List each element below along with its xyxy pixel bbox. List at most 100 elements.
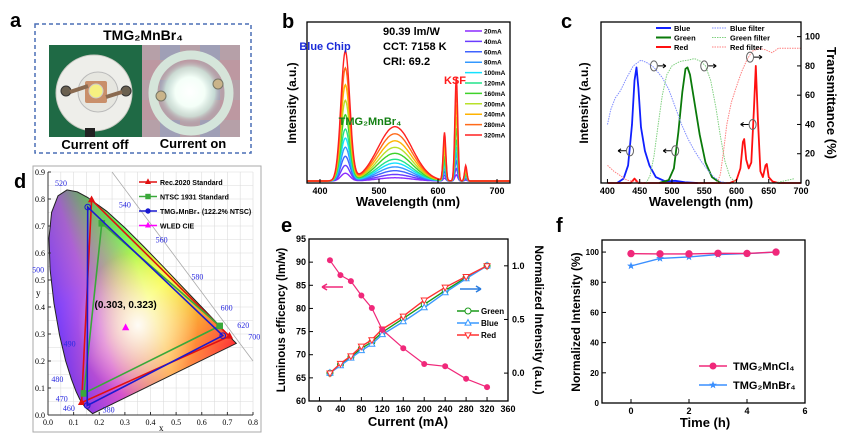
x-tick-label: 320 xyxy=(480,404,495,414)
axis-indicator-circle xyxy=(671,145,680,157)
annotation-ksf: KSF xyxy=(444,75,466,87)
legend-label: 120mA xyxy=(484,81,506,88)
x-axis-title: Wavelength (nm) xyxy=(356,194,460,209)
x-tick-label: 0.8 xyxy=(248,418,258,427)
wavelength-label: 470 xyxy=(56,394,68,403)
y-right-axis-title: Transmittance (%) xyxy=(824,47,839,159)
legend-label: TMG₂MnCl₄ xyxy=(733,361,794,373)
gamut-triangle-1 xyxy=(82,221,222,395)
y-right-tick-label: 20 xyxy=(805,149,815,159)
y-tick-label: 0 xyxy=(595,399,600,408)
caption-current-on: Current on xyxy=(160,136,227,151)
panel-label-a: a xyxy=(10,10,22,32)
x-tick-label: 240 xyxy=(438,404,453,414)
efficacy-point xyxy=(421,360,428,367)
series-line-green xyxy=(658,66,721,184)
y-right-tick-label: 1.0 xyxy=(512,261,525,271)
efficacy-point xyxy=(358,292,365,299)
gamut-vertex-marker xyxy=(216,322,223,330)
x-tick-label: 120 xyxy=(375,404,390,414)
legend-label: Red filter xyxy=(730,43,763,52)
legend-label: TMG₂MnBr₄ xyxy=(733,380,796,392)
x-tick-label: 0.1 xyxy=(69,418,79,427)
arrow-left-icon xyxy=(321,283,343,291)
x-tick-label: 4 xyxy=(744,406,749,416)
gamut-triangle-0 xyxy=(80,197,231,404)
y-tick-label: 20 xyxy=(590,369,599,378)
legend-label: 60mA xyxy=(484,49,502,56)
efficacy-point xyxy=(337,272,344,279)
legend-label: Blue xyxy=(481,319,499,328)
data-point-red xyxy=(399,313,408,321)
y-left-axis-title: Luminous efficency (lm/w) xyxy=(276,248,288,393)
legend-label: 20mA xyxy=(484,29,502,36)
wavelength-label: 490 xyxy=(64,339,76,348)
legend-marker xyxy=(464,307,472,315)
y-left-tick-label: 75 xyxy=(296,327,306,337)
dashed-border xyxy=(34,23,252,154)
y-left-axis-title: Intensity (a.u.) xyxy=(577,62,591,143)
spectrum-line-320mA xyxy=(307,49,510,182)
y-left-tick-label: 70 xyxy=(296,350,306,360)
panel-label-c: c xyxy=(561,11,572,33)
y-left-tick-label: 95 xyxy=(296,234,306,244)
axis-indicator-circle xyxy=(748,118,757,130)
legend-label: 40mA xyxy=(484,39,502,46)
data-point-red xyxy=(357,343,366,351)
wavelength-label: 600 xyxy=(221,303,233,312)
y-tick-label: 0.2 xyxy=(35,357,45,366)
legend-label: Green xyxy=(674,34,696,43)
gamut-vertex-marker xyxy=(83,402,91,409)
annotation-cri: CRI: 69.2 xyxy=(383,56,430,68)
data-point xyxy=(656,250,664,258)
data-point-blue xyxy=(399,317,408,325)
y-left-tick-label: 85 xyxy=(296,280,306,290)
panel-label-d: d xyxy=(14,171,26,193)
y-right-tick-label: 0.5 xyxy=(512,314,525,324)
plot-frame xyxy=(308,238,509,402)
legend-marker xyxy=(709,362,717,370)
annotation-cct: CCT: 7158 K xyxy=(383,41,447,53)
gamut-vertex-marker xyxy=(77,398,86,406)
panel-label-f: f xyxy=(556,215,563,237)
wavelength-label: 380 xyxy=(103,406,115,415)
plot-frame xyxy=(600,21,802,184)
arrow-right-icon xyxy=(657,63,667,69)
x-tick-label: 0.3 xyxy=(120,418,130,427)
efficacy-point xyxy=(368,304,375,311)
legend-marker xyxy=(464,318,472,326)
efficacy-point xyxy=(484,384,491,391)
data-point xyxy=(743,249,751,258)
legend-marker xyxy=(464,332,472,340)
data-point xyxy=(627,249,635,258)
axis-indicator-circle xyxy=(700,60,709,72)
annotation-phosphor: TMG₂MnBr₄ xyxy=(339,116,402,128)
diagonal-guide xyxy=(111,171,254,362)
x-tick-label: 280 xyxy=(459,404,474,414)
series-line-blue-filter xyxy=(607,59,727,184)
x-tick-label: 450 xyxy=(632,186,647,196)
y-axis-title: Intensity (a.u.) xyxy=(285,62,299,143)
annotation-efficacy: 90.39 lm/W xyxy=(383,26,440,38)
x-tick-label: 500 xyxy=(664,186,679,196)
y-tick-label: 60 xyxy=(590,308,599,317)
efficacy-point xyxy=(379,326,386,333)
data-point xyxy=(685,250,693,258)
panel-a: TMG₂MnBr₄ Current off Current on xyxy=(34,23,252,154)
x-tick-label: 600 xyxy=(430,186,445,196)
x-tick-label: 550 xyxy=(697,186,712,196)
y-tick-label: 0.8 xyxy=(35,195,45,204)
plot-frame xyxy=(601,239,806,404)
legend-label: 240mA xyxy=(484,112,506,119)
axis-indicator-circle xyxy=(626,145,635,157)
panel-a-title: TMG₂MnBr₄ xyxy=(103,27,183,43)
axis-indicator-circle xyxy=(746,51,755,63)
stability-line-0 xyxy=(630,251,777,255)
legend-label: 280mA xyxy=(484,122,506,129)
y-tick-label: 0.1 xyxy=(35,384,45,393)
y-axis-title: y xyxy=(36,288,41,298)
arrow-left-icon xyxy=(740,122,749,127)
data-point-red xyxy=(336,360,345,369)
data-point-red xyxy=(462,273,470,282)
